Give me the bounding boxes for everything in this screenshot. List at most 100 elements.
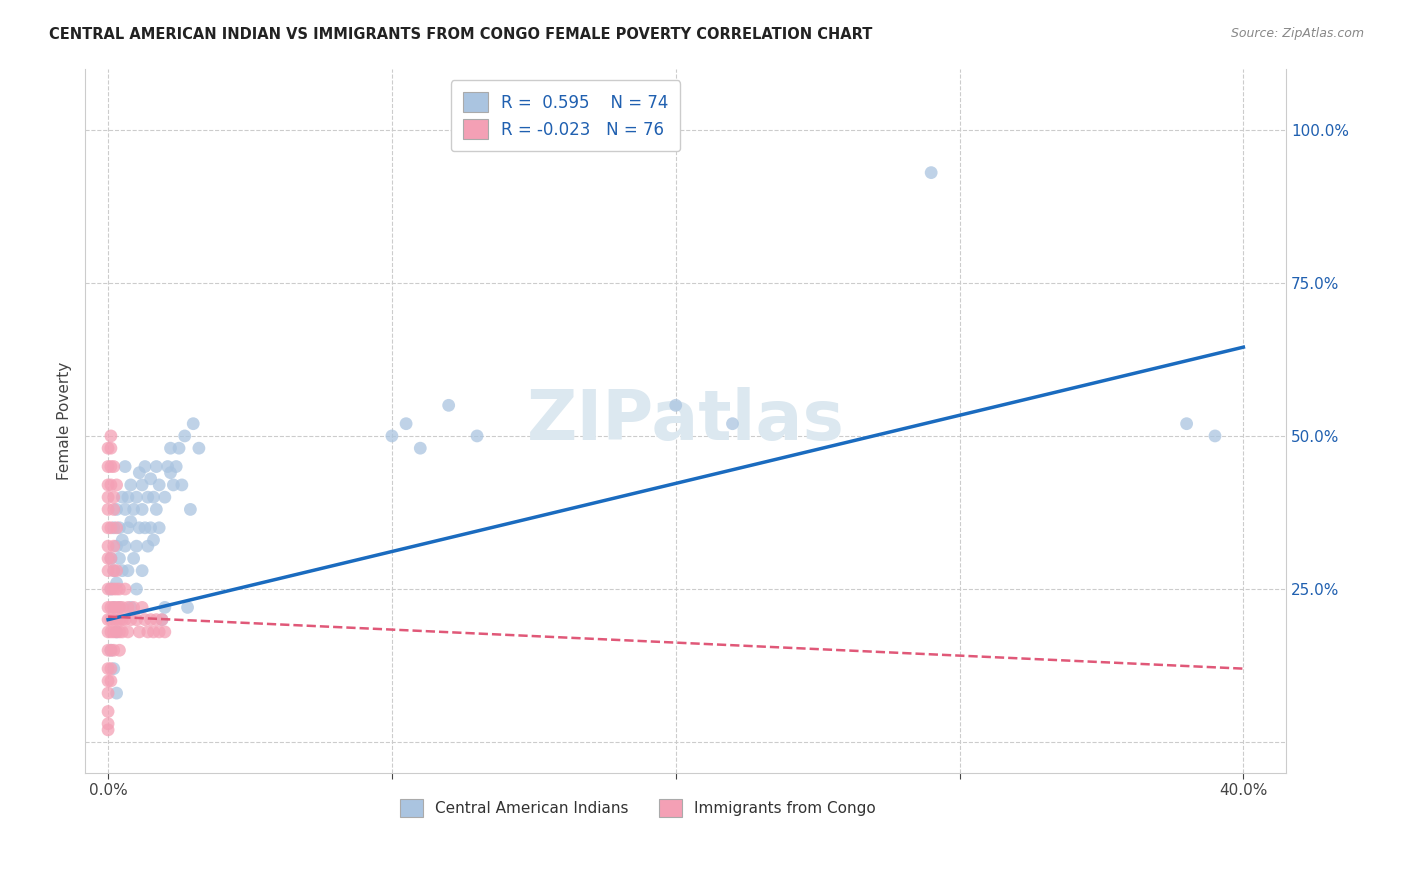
Point [176,600,198,615]
Point [105,686,128,700]
Point [1175,417,1198,431]
Point [105,502,128,516]
Text: ZIPatlas: ZIPatlas [527,387,845,454]
Point [114,582,136,596]
Point [103,502,125,516]
Point [108,613,131,627]
Point [381,429,404,443]
Point [100,551,122,566]
Point [145,459,167,474]
Point [97,478,120,492]
Point [142,624,165,639]
Legend: Central American Indians, Immigrants from Congo: Central American Indians, Immigrants fro… [392,791,883,825]
Point [97,686,120,700]
Point [150,613,173,627]
Point [136,490,159,504]
Point [179,502,201,516]
Point [131,502,153,516]
Point [148,478,170,492]
Point [97,662,120,676]
Point [97,551,120,566]
Point [114,613,136,627]
Point [134,459,156,474]
Point [105,624,128,639]
Point [131,478,153,492]
Point [122,502,145,516]
Point [108,582,131,596]
Point [117,521,139,535]
Point [465,429,488,443]
Point [153,624,176,639]
Point [122,551,145,566]
Point [100,478,122,492]
Point [111,490,134,504]
Point [120,613,142,627]
Point [100,429,122,443]
Point [108,521,131,535]
Point [105,521,128,535]
Point [145,613,167,627]
Point [111,564,134,578]
Point [167,441,190,455]
Point [100,624,122,639]
Point [108,600,131,615]
Point [1204,429,1226,443]
Point [103,643,125,657]
Point [108,551,131,566]
Point [134,613,156,627]
Point [139,472,162,486]
Point [97,521,120,535]
Point [120,515,142,529]
Point [153,490,176,504]
Point [100,521,122,535]
Point [136,624,159,639]
Point [165,459,187,474]
Point [125,582,148,596]
Point [156,459,179,474]
Point [125,613,148,627]
Point [139,613,162,627]
Point [97,441,120,455]
Point [128,521,150,535]
Point [97,490,120,504]
Point [111,624,134,639]
Point [100,613,122,627]
Point [97,705,120,719]
Point [100,662,122,676]
Point [97,643,120,657]
Point [111,613,134,627]
Point [159,466,181,480]
Point [97,716,120,731]
Point [103,582,125,596]
Point [139,521,162,535]
Point [97,624,120,639]
Point [114,539,136,553]
Point [128,466,150,480]
Point [122,600,145,615]
Point [103,564,125,578]
Point [97,564,120,578]
Point [97,582,120,596]
Point [103,521,125,535]
Point [181,417,204,431]
Point [114,459,136,474]
Point [100,582,122,596]
Point [108,600,131,615]
Point [437,398,460,412]
Point [97,539,120,553]
Point [100,582,122,596]
Point [100,441,122,455]
Point [920,166,942,180]
Point [136,539,159,553]
Point [148,521,170,535]
Point [97,613,120,627]
Y-axis label: Female Poverty: Female Poverty [58,361,72,480]
Point [105,539,128,553]
Point [111,533,134,547]
Point [173,429,195,443]
Point [142,490,165,504]
Text: Source: ZipAtlas.com: Source: ZipAtlas.com [1230,27,1364,40]
Point [105,478,128,492]
Point [105,600,128,615]
Point [103,564,125,578]
